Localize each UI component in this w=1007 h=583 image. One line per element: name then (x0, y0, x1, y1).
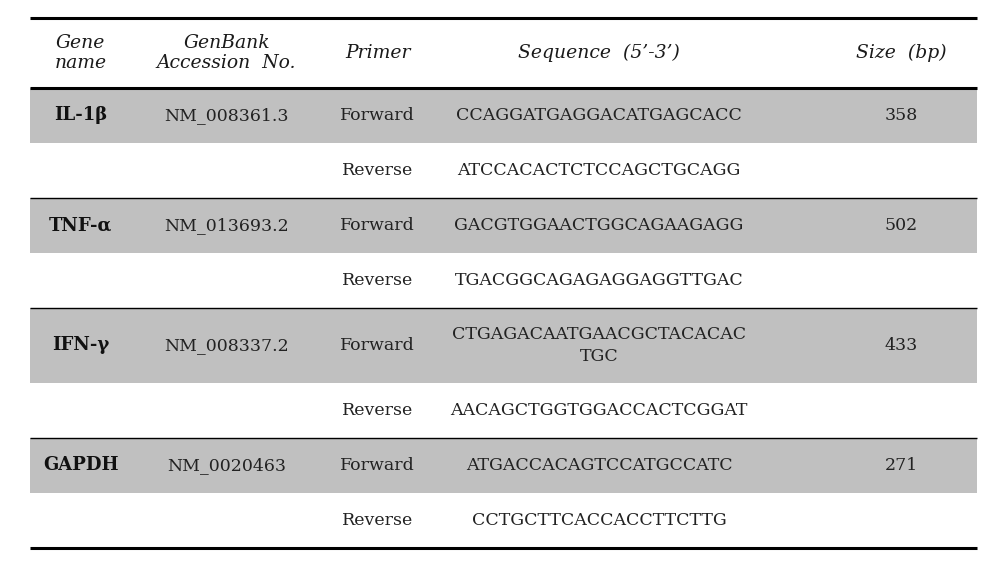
Text: Sequence  (5’-3’): Sequence (5’-3’) (519, 44, 680, 62)
Bar (30, 198, 977, 253)
Text: Reverse: Reverse (342, 512, 413, 529)
Text: NM_013693.2: NM_013693.2 (164, 217, 289, 234)
Text: TGACGGCAGAGAGGAGGTTGAC: TGACGGCAGAGAGGAGGTTGAC (455, 272, 743, 289)
Text: 502: 502 (884, 217, 918, 234)
Text: CCAGGATGAGGACATGAGCACC: CCAGGATGAGGACATGAGCACC (456, 107, 742, 124)
Text: Reverse: Reverse (342, 402, 413, 419)
Text: IFN-γ: IFN-γ (52, 336, 109, 354)
Text: 358: 358 (884, 107, 918, 124)
Text: Forward: Forward (340, 217, 415, 234)
Bar (30, 438, 977, 493)
Text: NM_0020463: NM_0020463 (167, 457, 286, 474)
Text: NM_008361.3: NM_008361.3 (164, 107, 289, 124)
Text: 433: 433 (884, 337, 918, 354)
Text: 271: 271 (884, 457, 918, 474)
Text: IL-1β: IL-1β (54, 107, 107, 125)
Text: GACGTGGAACTGGCAGAAGAGG: GACGTGGAACTGGCAGAAGAGG (454, 217, 744, 234)
Text: ATCCACACTCTCCAGCTGCAGG: ATCCACACTCTCCAGCTGCAGG (457, 162, 741, 179)
Text: AACAGCTGGTGGACCACTCGGAT: AACAGCTGGTGGACCACTCGGAT (450, 402, 748, 419)
Text: TNF-α: TNF-α (49, 216, 112, 234)
Text: Reverse: Reverse (342, 162, 413, 179)
Bar (30, 88, 977, 143)
Text: Size  (bp): Size (bp) (856, 44, 947, 62)
Text: Reverse: Reverse (342, 272, 413, 289)
Text: GenBank
Accession  No.: GenBank Accession No. (157, 34, 296, 72)
Text: CCTGCTTCACCACCTTCTTG: CCTGCTTCACCACCTTCTTG (472, 512, 726, 529)
Text: Gene
name: Gene name (54, 34, 107, 72)
Text: Forward: Forward (340, 107, 415, 124)
Text: CTGAGACAATGAACGCTACACAC
TGC: CTGAGACAATGAACGCTACACAC TGC (452, 326, 746, 365)
Text: Forward: Forward (340, 337, 415, 354)
Text: ATGACCACAGTCCATGCCATC: ATGACCACAGTCCATGCCATC (466, 457, 732, 474)
Text: GAPDH: GAPDH (43, 456, 118, 475)
Text: Primer: Primer (344, 44, 411, 62)
Text: NM_008337.2: NM_008337.2 (164, 337, 289, 354)
Text: Forward: Forward (340, 457, 415, 474)
Bar (30, 308, 977, 383)
